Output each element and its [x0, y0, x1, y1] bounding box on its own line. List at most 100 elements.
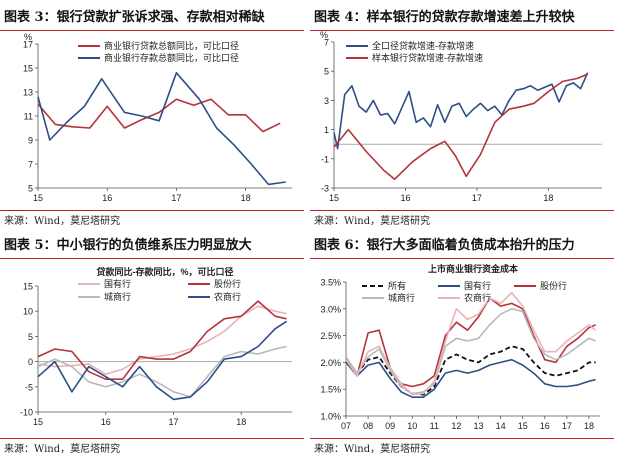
- y-tick-label: 0: [28, 357, 33, 367]
- panel-title: 图表 6：银行大多面临着负债成本抬升的压力: [314, 238, 575, 253]
- x-tick-label: 18: [241, 193, 251, 203]
- x-tick-label: 16: [101, 417, 111, 427]
- series-line-5: [345, 291, 597, 396]
- y-tick-label: 7: [324, 38, 329, 48]
- x-tick-label: 08: [363, 421, 373, 431]
- y-tick-label: 1: [324, 125, 329, 135]
- source-rule: [310, 438, 614, 439]
- panel-title: 图表 4：样本银行的贷款存款增速差上升较快: [314, 10, 575, 25]
- x-tick-label: 18: [543, 193, 553, 203]
- legend-label: 股份行: [540, 280, 567, 291]
- series-line-2: [37, 72, 286, 186]
- series-line-4: [345, 308, 596, 395]
- chart-title: 上市商业银行资金成本: [428, 263, 519, 274]
- series-line-2: [37, 300, 287, 380]
- y-tick-label: 2.0%: [320, 358, 341, 368]
- x-tick-label: 17: [171, 193, 181, 203]
- legend-label: 城商行: [104, 291, 131, 302]
- y-tick-label: 3.5%: [320, 278, 341, 288]
- x-tick-label: 11: [430, 421, 439, 431]
- source-note: 来源：Wind，莫尼塔研究: [4, 216, 121, 227]
- legend-label: 商业银行贷款总额同比，可比口径: [104, 40, 239, 51]
- y-tick-label: 15: [23, 282, 33, 292]
- x-tick-label: 14: [496, 421, 506, 431]
- source-note: 来源：Wind，莫尼塔研究: [314, 216, 431, 227]
- x-tick-label: 07: [341, 421, 351, 431]
- panel-title: 图表 3：银行贷款扩张诉求强、存款相对稀缺: [4, 10, 265, 25]
- title-rule: [0, 30, 304, 31]
- y-tick-label: 5: [28, 332, 33, 342]
- x-tick-label: 16: [400, 193, 410, 203]
- y-tick-label: 1.5%: [320, 385, 341, 395]
- y-tick-label: -1: [321, 154, 329, 164]
- y-tick-label: 13: [23, 88, 33, 98]
- panel-title: 图表 5：中小银行的负债维系压力明显放大: [4, 238, 252, 253]
- series-line-3: [345, 297, 596, 388]
- series-line-3: [37, 345, 287, 398]
- x-tick-label: 15: [518, 421, 528, 431]
- y-tick-label: 2.5%: [320, 331, 341, 341]
- x-tick-label: 15: [329, 193, 339, 203]
- legend-label: 商业银行存款总额同比，可比口径: [104, 52, 239, 63]
- legend-label: 城商行: [388, 292, 415, 303]
- y-tick-label: -10: [20, 408, 33, 418]
- x-tick-label: 17: [472, 193, 482, 203]
- chart-panel-3: 图表 3：银行贷款扩张诉求强、存款相对稀缺 5 7 9 11 13 15 17 15 16 17 1…: [0, 0, 310, 228]
- y-tick-label: 15: [23, 64, 33, 74]
- legend-label: 国有行: [464, 280, 491, 291]
- legend-label: 股份行: [214, 278, 241, 289]
- x-tick-label: 09: [385, 421, 395, 431]
- chart-6-svg: 1.0% 1.5% 2.0% 2.5% 3.0% 3.5% 07 08 09 10 11 12 13 14…: [320, 263, 600, 431]
- x-tick-label: 18: [584, 421, 594, 431]
- source-note: 来源：Wind，莫尼塔研究: [314, 444, 431, 455]
- y-tick-label: -5: [25, 382, 33, 392]
- x-tick-label: 17: [562, 421, 572, 431]
- y-tick-label: 3.0%: [320, 304, 341, 314]
- legend-label: 所有: [388, 280, 406, 291]
- legend-label: 国有行: [104, 278, 131, 289]
- chart-panel-5: 图表 5：中小银行的负债维系压力明显放大 -10 -5 0 5 10 15 15 16 17 18…: [0, 228, 310, 456]
- y-tick-label: 11: [24, 112, 33, 122]
- series-line-1: [37, 98, 281, 133]
- y-tick-label: 10: [23, 307, 33, 317]
- chart-title: 贷款同比-存款同比，%，可比口径: [96, 266, 233, 277]
- y-tick-label: 9: [28, 136, 33, 146]
- x-tick-label: 16: [540, 421, 550, 431]
- series-line-4: [37, 320, 288, 401]
- y-tick-label: 5: [324, 67, 329, 77]
- chart-4-svg: -3 -1 1 3 5 7 15 16 17 18% 全口径贷款增速-存款增速样本银行贷款增速-存款…: [320, 30, 602, 203]
- y-tick-label: -3: [321, 184, 329, 194]
- y-tick-label: 1.0%: [320, 412, 341, 422]
- x-tick-label: 10: [407, 421, 417, 431]
- title-rule: [310, 258, 614, 259]
- series-line-1: [333, 72, 589, 150]
- legend-label: 农商行: [214, 291, 241, 302]
- chart-3-svg: 5 7 9 11 13 15 17 15 16 17 18% 商业银行贷款总额同比，可比口径商业银行存…: [23, 32, 292, 203]
- title-rule: [310, 30, 614, 31]
- source-rule: [0, 438, 304, 439]
- series-line-2: [333, 73, 589, 180]
- source-rule: [310, 210, 614, 211]
- x-tick-label: 12: [451, 421, 461, 431]
- chart-panel-4: 图表 4：样本银行的贷款存款增速差上升较快 -3 -1 1 3 5 7 15 16 17 18% 全…: [310, 0, 620, 228]
- x-tick-label: 16: [102, 193, 112, 203]
- x-tick-label: 13: [474, 421, 484, 431]
- legend-label: 样本银行贷款增速-存款增速: [372, 52, 483, 63]
- y-tick-label: 7: [28, 160, 33, 170]
- x-tick-label: 15: [33, 417, 43, 427]
- source-note: 来源：Wind，莫尼塔研究: [4, 444, 121, 455]
- series-line-2: [345, 358, 596, 398]
- x-tick-label: 18: [236, 417, 246, 427]
- legend-label: 农商行: [464, 292, 491, 303]
- x-tick-label: 15: [33, 193, 43, 203]
- y-axis-label: %: [320, 30, 328, 40]
- source-rule: [0, 210, 304, 211]
- y-tick-label: 3: [324, 96, 329, 106]
- y-tick-label: 5: [28, 184, 33, 194]
- series-line-1: [345, 345, 596, 396]
- y-axis-label: %: [24, 32, 32, 42]
- legend-label: 全口径贷款增速-存款增速: [372, 40, 474, 51]
- title-rule: [0, 258, 304, 259]
- y-tick-label: 17: [23, 40, 33, 50]
